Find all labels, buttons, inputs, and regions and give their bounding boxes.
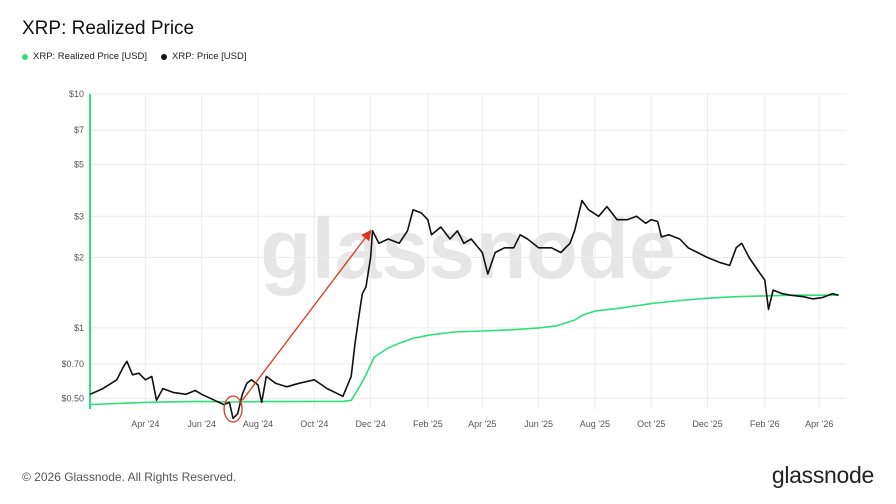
y-tick-label: $10	[69, 89, 84, 99]
legend-label-price: XRP: Price [USD]	[172, 51, 247, 62]
chart-title: XRP: Realized Price	[22, 18, 195, 39]
x-tick-label: Feb '26	[750, 419, 780, 429]
x-tick-label: Jun '25	[524, 419, 553, 429]
y-tick-label: $0.70	[61, 359, 84, 369]
legend-dot-realized-price-icon	[22, 53, 28, 60]
x-tick-label: Apr '25	[468, 419, 496, 429]
watermark: glassnode	[260, 202, 675, 296]
copyright-footer: © 2026 Glassnode. All Rights Reserved.	[22, 470, 237, 484]
x-tick-label: Apr '26	[805, 419, 833, 429]
x-tick-label: Aug '24	[243, 419, 273, 429]
y-tick-label: $2	[74, 252, 84, 262]
legend-dot-price-icon	[161, 53, 168, 60]
x-tick-label: Oct '25	[637, 419, 665, 429]
x-tick-label: Jun '24	[187, 419, 216, 429]
x-tick-label: Aug '25	[580, 419, 610, 429]
x-tick-label: Feb '25	[413, 419, 443, 429]
x-tick-label: Apr '24	[131, 419, 159, 429]
realized-price-line	[89, 294, 839, 406]
y-tick-label: $0.50	[61, 393, 84, 403]
y-tick-label: $5	[74, 159, 84, 169]
x-tick-label: Dec '24	[355, 419, 385, 429]
y-tick-label: $1	[74, 323, 84, 333]
x-tick-label: Dec '25	[692, 419, 722, 429]
legend-item-price[interactable]: XRP: Price [USD]	[161, 51, 246, 62]
y-tick-label: $3	[74, 211, 84, 221]
annotation-circle	[223, 395, 243, 423]
price-line	[89, 199, 839, 420]
x-tick-label: Oct '24	[300, 419, 328, 429]
glassnode-logo: glassnode	[771, 462, 874, 488]
y-tick-label: $7	[74, 125, 84, 135]
legend-item-realized-price[interactable]: XRP: Realized Price [USD]	[22, 51, 147, 62]
legend: XRP: Realized Price [USD] XRP: Price [US…	[22, 51, 246, 62]
annotation-arrow	[241, 229, 372, 401]
legend-label-realized-price: XRP: Realized Price [USD]	[33, 51, 148, 62]
